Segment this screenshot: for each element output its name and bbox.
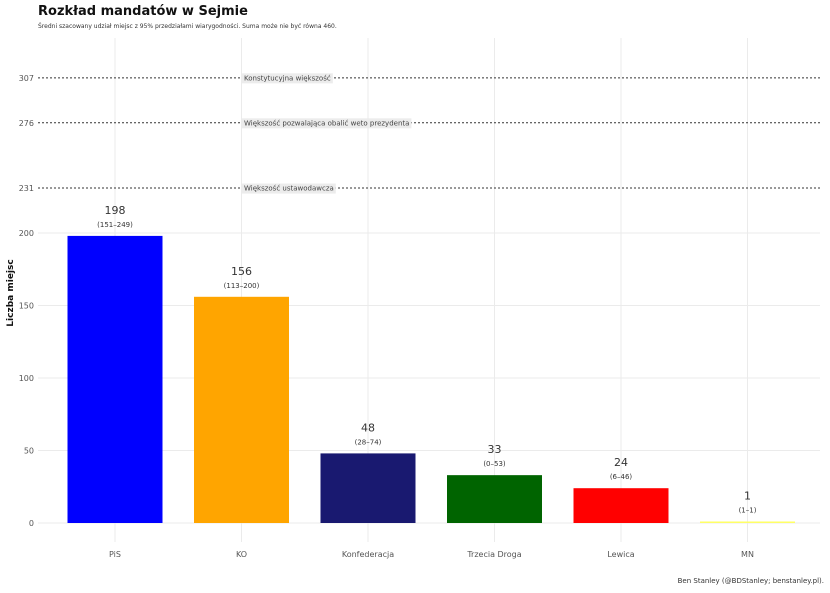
interval-label: (151–249) [97, 221, 133, 229]
bar [320, 453, 416, 523]
x-tick-label: KO [236, 550, 247, 559]
bar [194, 296, 289, 523]
data-label: 156 [231, 265, 252, 278]
data-label: 33 [488, 443, 502, 456]
x-tick-label: Trzecia Droga [466, 550, 521, 559]
reference-line-label: Większość pozwalająca obalić weto prezyd… [244, 119, 409, 127]
y-tick-label: 50 [24, 447, 34, 456]
interval-label: (1–1) [739, 507, 757, 515]
interval-label: (0–53) [483, 460, 506, 468]
reference-line-label: Większość ustawodawcza [244, 185, 334, 193]
interval-label: (28–74) [355, 438, 382, 446]
x-axis-ticks: PiS KO Konfederacja Trzecia Droga Lewica MN [109, 550, 754, 559]
x-tick-label: Lewica [607, 550, 634, 559]
y-tick-label: 150 [19, 302, 34, 311]
bar [700, 521, 795, 523]
chart-title: Rozkład mandatów w Sejmie [38, 4, 248, 19]
interval-label: (113–200) [224, 282, 260, 290]
data-label: 1 [744, 490, 751, 503]
y-tick-label: 307 [19, 74, 34, 83]
chart-caption: Ben Stanley (@BDStanley; benstanley.pl). [678, 577, 824, 585]
y-tick-label: 231 [19, 184, 34, 193]
data-label: 198 [105, 204, 126, 217]
bar [67, 235, 163, 523]
bars [67, 235, 795, 523]
x-tick-label: MN [741, 550, 754, 559]
data-labels: 198 (151–249) 156 (113–200) 48 (28–74) 33 (0–53… [97, 204, 757, 515]
bar [447, 475, 542, 523]
chart-subtitle: Średni szacowany udział miejsc z 95% prz… [38, 23, 337, 30]
data-label: 24 [614, 456, 628, 469]
reference-line-label-bg [242, 118, 412, 129]
bar [573, 488, 669, 523]
interval-label: (6–46) [610, 473, 633, 481]
reference-line-label: Konstytucyjna większość [244, 74, 331, 82]
y-tick-label: 276 [19, 119, 34, 128]
y-tick-label: 100 [19, 374, 34, 383]
y-tick-label: 200 [19, 229, 34, 238]
y-axis-ticks: 0 50 100 150 200 307 276 231 [19, 74, 34, 528]
reference-lines: Konstytucyjna większość Większość pozwala… [38, 73, 820, 194]
y-axis-label: Liczba miejsc [6, 259, 16, 326]
reference-line-label-bg [242, 73, 333, 84]
reference-line-label-bg [242, 183, 336, 194]
x-tick-label: Konfederacja [342, 550, 394, 559]
y-tick-label: 0 [29, 519, 34, 528]
x-tick-label: PiS [109, 550, 121, 559]
data-label: 48 [361, 421, 375, 434]
